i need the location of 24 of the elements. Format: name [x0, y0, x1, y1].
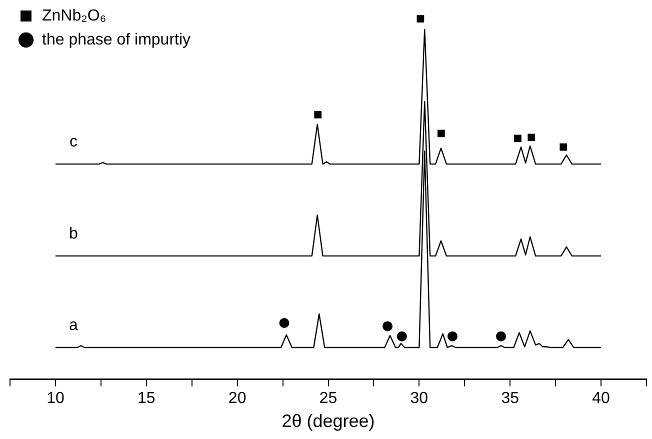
x-tick-label: 30 [410, 390, 428, 408]
annotation: b [69, 225, 78, 242]
point [279, 318, 290, 328]
x-tick-label: 20 [228, 390, 246, 408]
point [560, 143, 568, 151]
x-tick-label: 25 [319, 390, 338, 408]
point [416, 15, 424, 22]
x-tick-label: 15 [137, 390, 156, 408]
point [528, 134, 536, 142]
point [514, 134, 522, 142]
x-axis-title: 2θ (degree) [282, 411, 375, 432]
legend-label: the phase of impurtiy [42, 31, 191, 48]
point [496, 331, 506, 342]
point [438, 130, 445, 138]
point [314, 110, 322, 118]
legend-label: ZnNb₂O₆ [42, 7, 106, 24]
x-tick-label: 10 [46, 390, 64, 408]
point [447, 331, 458, 342]
x-tick-label: 35 [501, 390, 520, 408]
x-tick-label: 40 [592, 390, 610, 408]
point [396, 331, 407, 342]
annotation: c [69, 133, 78, 150]
annotation: a [69, 316, 78, 334]
point [382, 321, 393, 332]
